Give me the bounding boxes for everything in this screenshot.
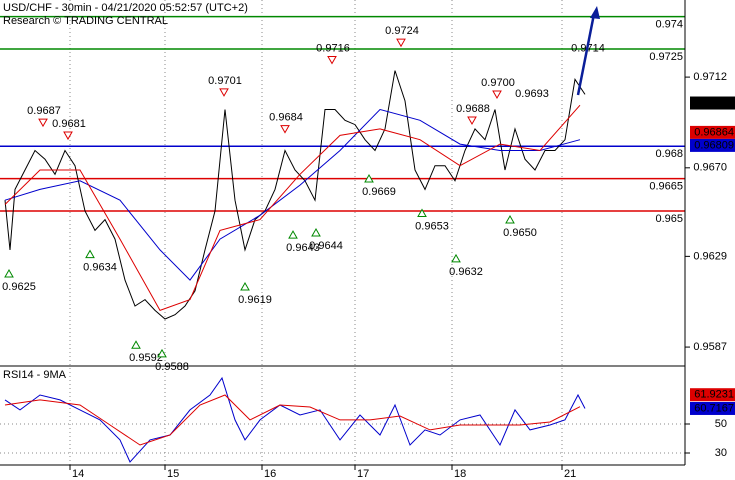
- high-label: 0.9681: [52, 118, 86, 130]
- low-label: 0.9632: [449, 266, 483, 278]
- high-marker: [467, 116, 477, 125]
- low-marker: [240, 281, 250, 291]
- forecast-arrow: [576, 13, 596, 96]
- high-label: 0.9687: [27, 105, 61, 117]
- low-label: 0.9634: [83, 261, 117, 273]
- price-box: [690, 388, 735, 402]
- low-label: 0.9588: [155, 361, 189, 373]
- x-tick-label: 21: [564, 468, 576, 480]
- x-tick-label: 14: [72, 468, 84, 480]
- price-box: [690, 401, 735, 415]
- level-label: 0.974: [655, 19, 683, 31]
- high-marker: [280, 125, 290, 134]
- level-label: 0.965: [655, 213, 683, 225]
- y-tick-label: 0.9712: [693, 71, 727, 83]
- series-line: [4, 70, 586, 320]
- low-marker: [4, 268, 14, 278]
- rsi-title: RSI14 - 9MA: [3, 369, 67, 381]
- low-label: 0.9669: [362, 186, 396, 198]
- price-box-label: 0.96864: [694, 126, 734, 138]
- low-marker: [288, 230, 298, 239]
- low-marker: [505, 215, 515, 224]
- series-line: [4, 108, 581, 281]
- y-tick-label: 30: [715, 447, 727, 459]
- chart-title: USD/CHF - 30min - 04/21/2020 05:52:57 (U…: [3, 2, 248, 14]
- low-label: 0.9644: [309, 240, 343, 252]
- series-line: [4, 104, 581, 312]
- low-marker: [131, 340, 141, 349]
- y-tick-label: 0.9587: [693, 341, 727, 353]
- price-panel: 0.9740.97250.9680.96650.9650.96250.96870…: [0, 0, 685, 465]
- price-box: [690, 125, 735, 139]
- x-tick-label: 18: [454, 468, 466, 480]
- y-tick-label: 0.9629: [693, 250, 727, 262]
- high-label: 0.9716: [316, 42, 350, 54]
- x-tick-label: 16: [264, 468, 276, 480]
- high-marker: [327, 55, 337, 65]
- low-label: 0.9592: [129, 352, 163, 364]
- level-label: 0.9665: [649, 181, 683, 193]
- price-box-label: 60.7167: [694, 402, 734, 414]
- high-label: 0.9701: [208, 75, 242, 87]
- y-tick-label: 0.9670: [693, 162, 727, 174]
- low-label: 0.9619: [238, 294, 272, 306]
- x-tick-label: 17: [357, 468, 369, 480]
- low-marker: [417, 208, 427, 218]
- high-label: 0.9688: [456, 103, 490, 115]
- level-label: 0.968: [655, 148, 683, 160]
- price-box-label: 0.96809: [694, 139, 734, 151]
- high-marker: [38, 118, 48, 128]
- level-label: 0.9725: [649, 51, 683, 63]
- high-marker: [492, 90, 502, 100]
- high-label: 0.9724: [385, 25, 419, 37]
- x-tick-label: 15: [167, 468, 179, 480]
- chart-subtitle: Research © TRADING CENTRAL: [3, 15, 168, 27]
- low-label: 0.9653: [415, 220, 449, 232]
- low-marker: [85, 249, 95, 259]
- price-box: [690, 138, 735, 152]
- low-marker: [364, 173, 374, 183]
- price-box: [690, 96, 735, 110]
- y-tick-label: 50: [715, 418, 727, 430]
- price-label: 0.9693: [515, 88, 549, 100]
- series-line: [4, 394, 581, 446]
- low-marker: [157, 348, 167, 358]
- low-marker: [311, 227, 321, 237]
- price-box-label: 0.97: [713, 97, 734, 109]
- high-marker: [63, 131, 73, 141]
- low-label: 0.9643: [286, 242, 320, 254]
- low-label: 0.9625: [2, 281, 36, 293]
- high-label: 0.9684: [269, 111, 303, 123]
- high-label: 0.9700: [481, 77, 515, 89]
- low-marker: [451, 253, 461, 263]
- series-line: [4, 376, 586, 463]
- rsi-panel: [0, 376, 685, 463]
- high-marker: [396, 38, 406, 48]
- price-box-label: 61.9231: [694, 389, 734, 401]
- forecast-arrowhead: [590, 6, 600, 19]
- low-label: 0.9650: [503, 227, 537, 239]
- high-marker: [219, 88, 229, 97]
